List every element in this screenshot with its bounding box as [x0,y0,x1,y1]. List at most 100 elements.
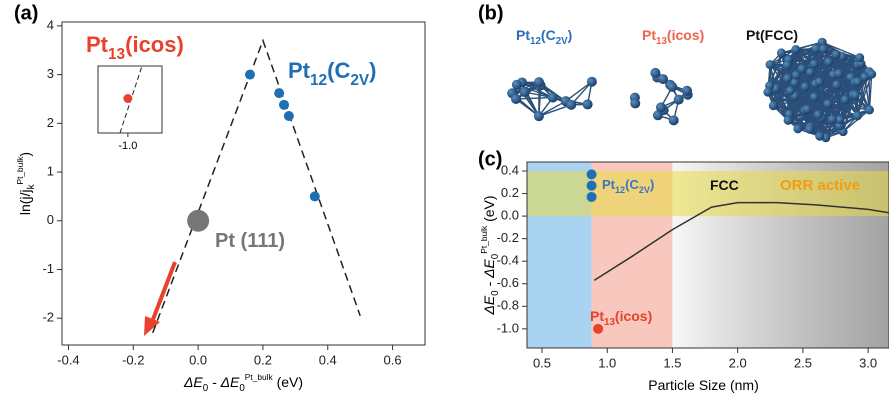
atom [783,74,792,83]
point [587,169,597,179]
y-tick-label: -0.2 [497,230,519,245]
text-part: Pt (111) [215,230,285,252]
text-part: Pt_bulk [479,225,489,254]
text-part: 12 [530,36,541,47]
atom [814,110,823,119]
x-tick-label: -1.0 [118,140,137,152]
atom [806,68,815,77]
y-tick-label: -0.6 [497,275,519,290]
text-part: - ΔE [208,374,240,390]
panel-label: (c) [478,148,502,170]
y-axis-label: ln(j/jkPt_bulk) [15,152,37,215]
annotation: Pt13(icos) [86,32,184,63]
cluster-images [507,38,876,143]
text-part: Pt_bulk [245,372,274,382]
atom [548,93,558,103]
atom [865,105,874,114]
curve [153,41,360,333]
text-part: Pt(FCC) [746,27,798,43]
atom [824,58,833,67]
x-axis-label: ΔE0 - ΔE0Pt_bulk (eV) [183,372,303,394]
text-part: 12 [310,72,327,89]
y-tick-label: 0.4 [501,162,519,177]
text-part: ) [17,152,33,157]
atom [534,77,544,87]
structure-label: Pt12(C2V) [516,27,572,47]
atom [566,100,576,110]
atom [832,80,841,89]
atom [674,95,684,105]
text-part: ) [568,27,573,43]
x-tick-label: 0.4 [319,352,337,367]
atom [784,116,793,125]
text-part: (eV) [481,195,497,225]
atom [520,87,530,97]
x-axis-label: Particle Size (nm) [648,377,758,393]
text-part: Particle Size (nm) [648,377,758,393]
annotation: Pt (111) [215,230,285,252]
atom [851,91,860,100]
atom [805,125,814,134]
text-part: ) [650,177,654,192]
atom [583,99,593,109]
atom [841,95,850,104]
y-tick-label: 2 [47,115,54,130]
panel-label: (a) [14,2,38,24]
x-tick-label: 1.5 [663,355,681,370]
inset-point [123,94,132,103]
x-tick-label: 0.6 [384,352,402,367]
atom [853,111,862,120]
x-tick-label: 0.2 [254,352,272,367]
text-part: Pt [516,27,530,43]
annotation: ORR active [780,177,860,194]
x-tick-label: 3.0 [859,355,877,370]
atom [766,60,775,69]
x-tick-label: 0.0 [189,352,207,367]
atom [792,71,801,80]
atom [819,45,828,54]
x-tick-label: 0.5 [533,355,551,370]
structure-label: Pt(FCC) [746,27,798,43]
point [587,192,597,202]
structure-label: Pt13(icos) [642,27,704,47]
y-tick-label: -0.8 [497,298,519,313]
y-tick-label: -2 [42,310,54,325]
x-tick-label: 1.0 [598,355,616,370]
atom [682,86,692,96]
atom [786,86,795,95]
atom [630,98,640,108]
atom [769,101,778,110]
atom [855,53,864,62]
atom [658,74,668,84]
y-tick-label: -1 [42,261,54,276]
text-part: ORR active [780,177,860,194]
y-tick-label: 0.2 [501,185,519,200]
text-part: ) [369,58,376,83]
text-part: 2V [556,36,568,47]
atom [534,111,544,121]
figure: (a)-0.4-0.20.00.20.40.6-2-101234ΔE0 - ΔE… [0,0,889,398]
point [284,111,294,121]
atom [832,50,841,59]
atom [656,102,666,112]
atom [810,60,819,69]
y-tick-label: 0 [47,212,54,227]
y-tick-label: -1.0 [497,320,519,335]
atom [824,100,833,109]
atom [587,77,597,87]
text-part: 2V [639,185,650,195]
annotation: Pt12(C2V) [288,58,377,89]
atom [511,94,521,104]
text-part: (icos) [125,32,184,57]
text-part: FCC [710,177,739,193]
atom [803,105,812,114]
atom [853,77,862,86]
text-part: (icos) [667,27,704,43]
text-part: Pt [288,58,311,83]
atom [512,80,522,90]
x-tick-label: 2.0 [729,355,747,370]
text-part: Pt [86,32,109,57]
text-part: 2V [350,72,370,89]
text-part: ΔE [183,374,203,390]
text-part: 0 [239,383,245,394]
